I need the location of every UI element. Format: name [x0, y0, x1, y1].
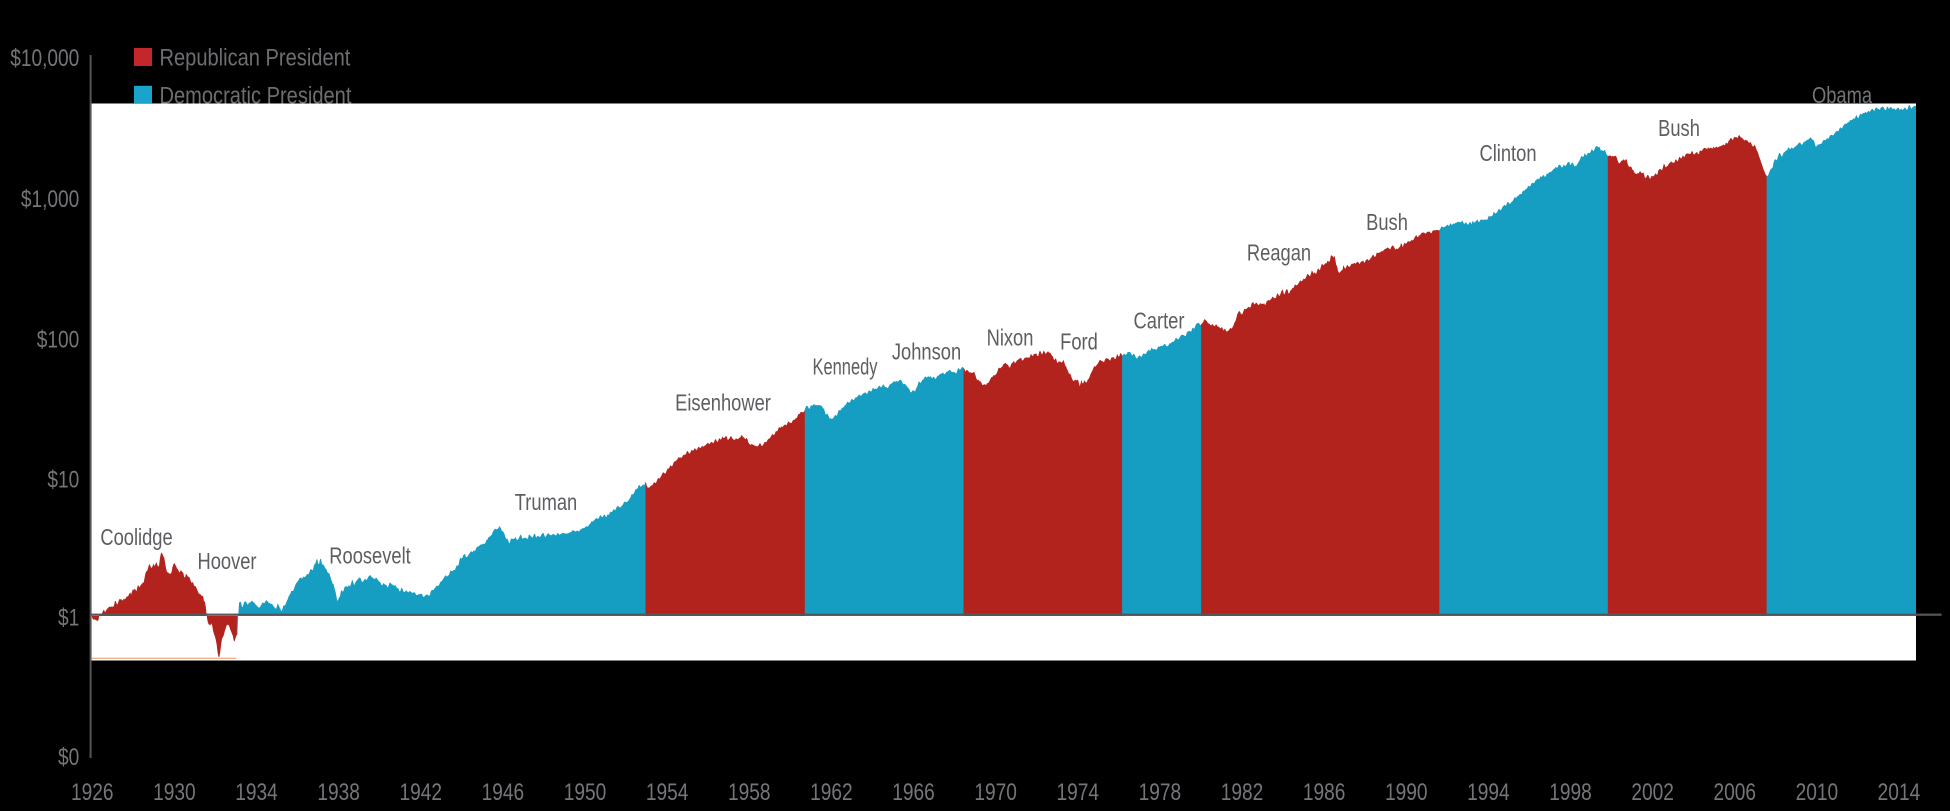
svg-text:$10,000: $10,000 [10, 44, 79, 72]
svg-text:Clinton: Clinton [1479, 141, 1536, 167]
svg-text:Nixon: Nixon [987, 326, 1034, 352]
svg-text:1966: 1966 [892, 778, 935, 806]
svg-text:1978: 1978 [1139, 778, 1182, 806]
svg-text:1926: 1926 [71, 778, 114, 806]
svg-text:2002: 2002 [1631, 778, 1674, 806]
svg-text:2010: 2010 [1796, 778, 1839, 806]
svg-text:1998: 1998 [1549, 778, 1592, 806]
svg-text:Truman: Truman [515, 490, 577, 516]
svg-text:1938: 1938 [317, 778, 360, 806]
svg-text:Carter: Carter [1134, 309, 1185, 335]
svg-text:Coolidge: Coolidge [100, 525, 172, 551]
svg-text:Reagan: Reagan [1247, 241, 1311, 267]
svg-text:Bush: Bush [1366, 210, 1408, 236]
svg-text:$0: $0 [58, 743, 79, 771]
svg-text:Roosevelt: Roosevelt [329, 544, 411, 570]
svg-text:Eisenhower: Eisenhower [675, 391, 771, 417]
svg-text:1994: 1994 [1467, 778, 1510, 806]
svg-text:1974: 1974 [1056, 778, 1099, 806]
svg-text:Democratic President: Democratic President [160, 81, 353, 108]
svg-text:$1: $1 [58, 603, 79, 631]
svg-text:1990: 1990 [1385, 778, 1428, 806]
svg-text:Ford: Ford [1060, 330, 1098, 356]
svg-text:1946: 1946 [482, 778, 525, 806]
svg-text:1950: 1950 [564, 778, 607, 806]
svg-text:1934: 1934 [235, 778, 278, 806]
svg-text:$10: $10 [47, 465, 79, 493]
svg-text:$1,000: $1,000 [21, 185, 79, 213]
svg-text:1962: 1962 [810, 778, 853, 806]
svg-text:2014: 2014 [1878, 778, 1921, 806]
svg-text:1930: 1930 [153, 778, 196, 806]
svg-text:1970: 1970 [974, 778, 1017, 806]
svg-text:1986: 1986 [1303, 778, 1346, 806]
svg-text:1942: 1942 [400, 778, 443, 806]
svg-text:2006: 2006 [1713, 778, 1756, 806]
svg-text:Hoover: Hoover [197, 549, 256, 575]
svg-text:1958: 1958 [728, 778, 771, 806]
svg-text:Kennedy: Kennedy [813, 355, 879, 380]
svg-text:Obama: Obama [1812, 83, 1872, 109]
svg-text:$100: $100 [37, 325, 80, 353]
svg-text:1954: 1954 [646, 778, 689, 806]
svg-text:Bush: Bush [1658, 116, 1700, 142]
svg-text:Johnson: Johnson [892, 340, 961, 366]
svg-text:1982: 1982 [1221, 778, 1264, 806]
svg-text:Republican President: Republican President [160, 44, 352, 71]
